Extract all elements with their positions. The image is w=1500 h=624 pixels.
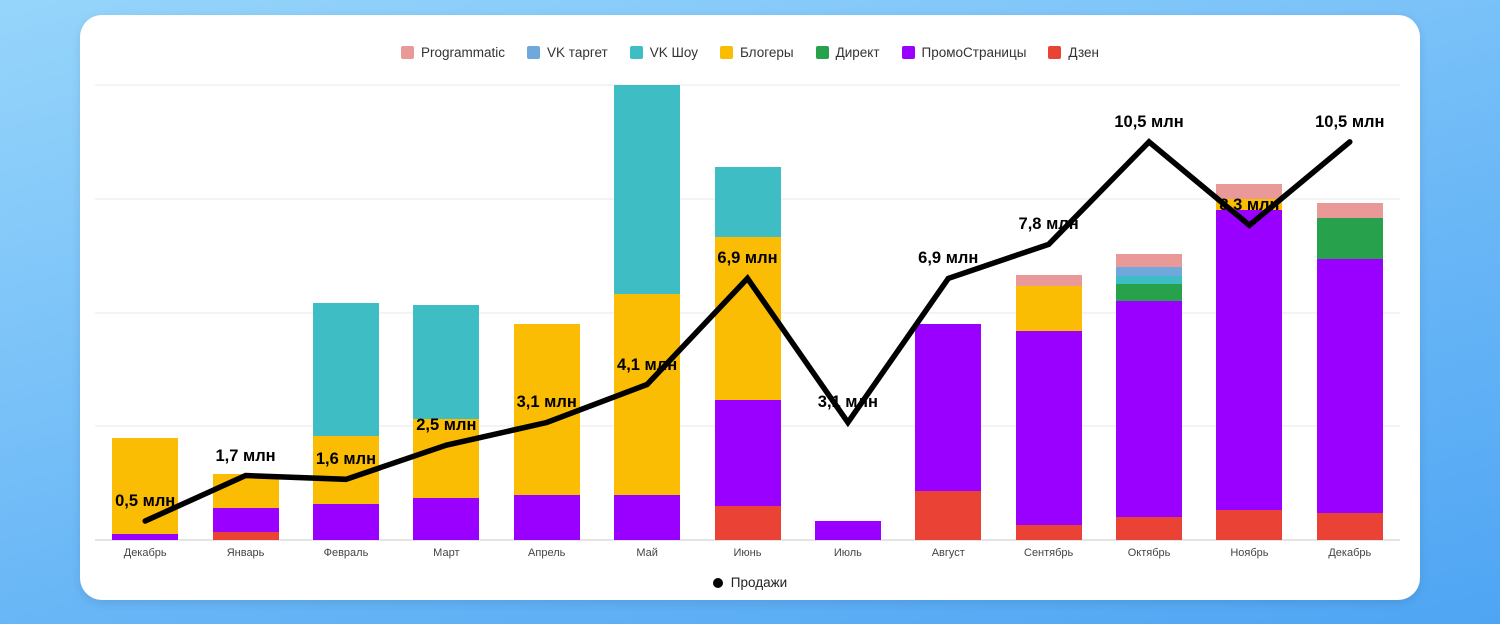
legend-swatch-icon: [815, 46, 829, 59]
bar-segment: [1216, 210, 1283, 510]
chart-plot-area: 0,5 млн 1,7 млн 1,6 млн 2,5 млн 3,1 млн 4,1 м…: [95, 84, 1400, 541]
x-axis-label: Декабрь: [123, 547, 167, 559]
bar-segment: [1116, 276, 1183, 285]
legend-item: ПромоСтраницы: [901, 45, 1027, 60]
bar-segment: [1015, 274, 1082, 286]
legend-swatch-icon: [401, 46, 414, 59]
x-axis-label: Январь: [226, 547, 265, 559]
line-data-label: 7,8 млн: [1018, 215, 1079, 234]
bar-segment: [1015, 524, 1082, 540]
x-axis-label: Июнь: [733, 547, 762, 559]
x-axis-labels: Декабрь Январь Февраль Март Апрель Май Июнь Июл…: [95, 543, 1400, 565]
legend-item: Директ: [815, 45, 880, 60]
bar-segment: [112, 534, 179, 540]
gridline: [95, 84, 1400, 86]
bar-segment: [814, 521, 881, 540]
bar-segment: [1116, 301, 1183, 518]
bar-segment: [714, 399, 781, 506]
bar-segment: [614, 494, 681, 540]
bar-segment: [312, 435, 379, 504]
bar-segment: [212, 507, 279, 533]
bar-segment: [714, 166, 781, 237]
chart-card: Programmatic VK таргет VK Шоу Блогеры Директ…: [80, 15, 1420, 600]
line-data-label: 6,9 млн: [918, 249, 979, 268]
line-data-label: 2,5 млн: [416, 416, 477, 435]
line-data-label: 4,1 млн: [617, 355, 678, 374]
bar-segment: [1015, 331, 1082, 525]
bar-segment: [513, 494, 580, 540]
bar-segment: [1015, 285, 1082, 332]
bar-segment: [614, 293, 681, 495]
line-data-label: 3,1 млн: [516, 393, 577, 412]
bar-segment: [413, 304, 480, 419]
legend-item-label: Блогеры: [739, 45, 794, 60]
x-axis-label: Октябрь: [1127, 547, 1171, 559]
bar-segment: [714, 505, 781, 540]
legend-swatch-icon: [527, 46, 541, 59]
legend-item: Блогеры: [719, 45, 794, 60]
x-axis-label: Ноябрь: [1230, 547, 1269, 559]
bar-segment: [1316, 513, 1383, 540]
bar-segment: [1316, 217, 1383, 260]
bar-segment: [212, 473, 279, 508]
legend-item-label: Programmatic: [421, 45, 506, 60]
chart-legend: Programmatic VK таргет VK Шоу Блогеры Директ…: [80, 45, 1420, 60]
line-data-label: 6,9 млн: [717, 249, 778, 268]
legend-item-label: VK таргет: [547, 45, 608, 60]
line-data-label: 3,1 млн: [817, 393, 878, 412]
bar-segment: [312, 503, 379, 540]
legend-item: VK таргет: [527, 45, 608, 60]
line-series-label: Продажи: [730, 575, 788, 590]
legend-swatch-icon: [901, 46, 915, 59]
line-legend: Продажи: [80, 575, 1420, 590]
line-series-dot-icon: [712, 577, 723, 588]
bar-segment: [212, 532, 279, 540]
legend-swatch-icon: [1048, 46, 1062, 59]
legend-item: Programmatic: [401, 45, 505, 60]
bar-segment: [614, 85, 681, 294]
legend-item: Дзен: [1048, 45, 1099, 60]
legend-swatch-icon: [719, 46, 733, 59]
x-axis-label: Сентябрь: [1024, 547, 1074, 559]
line-data-label: 1,6 млн: [315, 450, 377, 469]
bar-segment: [1316, 202, 1383, 218]
bar-segment: [1216, 509, 1283, 540]
line-data-label: 8,3 млн: [1219, 196, 1280, 215]
line-data-label: 0,5 млн: [115, 492, 176, 511]
legend-item-label: ПромоСтраницы: [921, 45, 1027, 60]
gridline: [95, 539, 1400, 541]
line-data-label: 10,5 млн: [1315, 112, 1385, 131]
bar-segment: [1116, 284, 1183, 302]
bar-segment: [1116, 517, 1183, 540]
x-axis-label: Апрель: [528, 547, 566, 559]
x-axis-label: Март: [433, 547, 460, 559]
bar-segment: [112, 437, 179, 535]
x-axis-label: Август: [931, 547, 965, 559]
bar-segment: [413, 498, 480, 540]
bar-segment: [1316, 259, 1383, 514]
legend-swatch-icon: [629, 46, 643, 59]
x-axis-label: Декабрь: [1328, 547, 1372, 559]
line-data-label: 1,7 млн: [215, 446, 276, 465]
bar-segment: [312, 303, 379, 436]
bar-segment: [1116, 267, 1183, 277]
legend-item-label: VK Шоу: [649, 45, 698, 60]
legend-item: VK Шоу: [629, 45, 698, 60]
legend-item-label: Директ: [835, 45, 880, 60]
x-axis-label: Май: [636, 547, 658, 559]
bar-segment: [915, 490, 982, 540]
bar-segment: [915, 323, 982, 491]
bar-segment: [1116, 253, 1183, 267]
x-axis-label: Июль: [833, 547, 862, 559]
x-axis-label: Февраль: [323, 547, 369, 559]
legend-item-label: Дзен: [1068, 45, 1099, 60]
line-data-label: 10,5 млн: [1114, 112, 1184, 131]
